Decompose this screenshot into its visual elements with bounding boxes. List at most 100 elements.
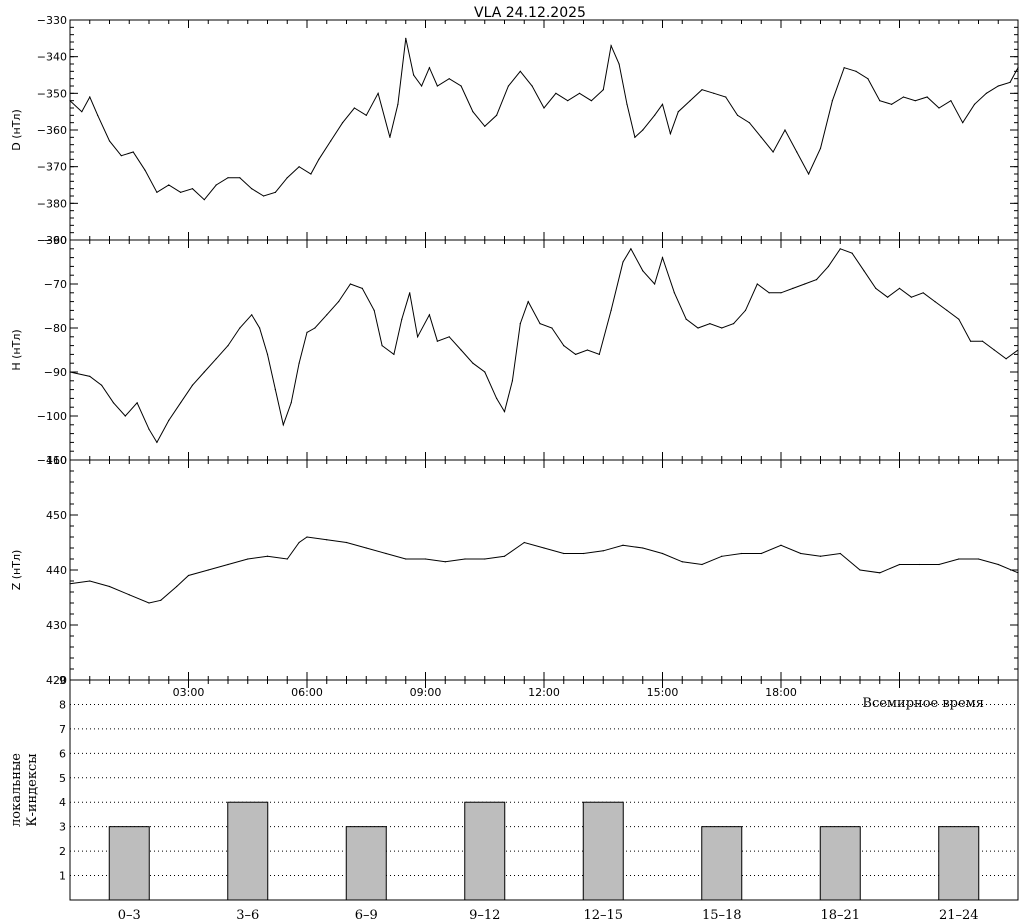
data-point-Z <box>503 555 506 557</box>
data-point-H <box>815 279 818 281</box>
data-point-H <box>112 402 115 404</box>
data-point-D <box>748 122 751 124</box>
data-point-D <box>472 111 474 113</box>
data-point-H <box>685 318 687 320</box>
data-point-D <box>642 129 644 131</box>
k-tick-label: 2 <box>59 845 66 858</box>
data-point-Z <box>938 563 940 566</box>
data-point-H <box>661 257 664 259</box>
y-tick-label: −390 <box>37 234 67 247</box>
series-line-H <box>69 247 1019 444</box>
data-point-H <box>180 402 182 404</box>
data-point-Z <box>721 555 723 557</box>
k-tick-label: 3 <box>59 821 66 834</box>
data-point-H <box>373 309 375 311</box>
k-category-label: 21–24 <box>939 908 979 921</box>
data-point-D <box>132 151 134 153</box>
k-category-label: 12–15 <box>583 908 623 921</box>
data-point-D <box>831 100 833 102</box>
data-point-H <box>598 353 600 355</box>
panel-D: −330 −340 −350 −360 −370 −380 −390 D (нТл) <box>10 14 1019 247</box>
time-tick-label: 18:00 <box>765 686 797 699</box>
panel-frame-4 <box>69 679 1019 901</box>
data-point-H <box>970 340 972 342</box>
k-index-bar <box>345 826 387 901</box>
data-point-D <box>262 195 265 197</box>
panels: −330 −340 −350 −360 −370 −380 −390 D (нТл) −60 −7… <box>9 14 1019 921</box>
data-point-H <box>156 441 158 443</box>
y-tick-label: −60 <box>44 234 67 247</box>
y-tick-label: −360 <box>37 124 67 137</box>
data-point-H <box>733 323 735 325</box>
data-point-D <box>784 129 786 131</box>
data-point-H <box>251 314 253 316</box>
data-point-Z <box>89 580 91 582</box>
data-point-D <box>397 103 399 105</box>
data-point-D <box>353 107 355 109</box>
data-point-H <box>610 309 612 311</box>
data-point-Z <box>543 547 545 549</box>
data-point-D <box>610 45 612 47</box>
data-point-D <box>156 191 158 193</box>
data-point-Z <box>681 561 683 563</box>
data-point-D <box>985 92 988 94</box>
data-point-Z <box>176 585 178 588</box>
data-point-Z <box>286 558 288 560</box>
data-point-D <box>555 92 557 94</box>
data-point-Z <box>800 552 802 555</box>
data-point-H <box>168 419 170 421</box>
data-point-H <box>401 318 403 320</box>
data-point-H <box>290 402 292 404</box>
panel-frames: 03:00 06:00 09:00 12:00 15:00 18:00 <box>69 19 1019 901</box>
data-point-H <box>642 270 644 272</box>
data-point-D <box>578 92 581 94</box>
y-tick-label: 460 <box>46 454 67 467</box>
data-point-H <box>101 384 103 386</box>
data-point-D <box>602 89 604 91</box>
y-tick-label: −380 <box>37 197 67 210</box>
panel-K: 1 2 3 4 5 6 7 8 9 локальные К-индексы 0–3 3–6 6–9 9–12… <box>9 674 1018 921</box>
data-point-H <box>282 424 284 426</box>
data-point-Z <box>160 599 162 601</box>
data-point-Z <box>187 574 190 577</box>
data-point-D <box>567 100 569 102</box>
data-point-Z <box>661 552 664 555</box>
data-point-H <box>266 353 269 355</box>
data-point-D <box>914 100 916 102</box>
k-index-bar <box>582 801 624 901</box>
data-point-H <box>136 402 138 404</box>
data-point-Z <box>879 572 881 574</box>
k-index-bar <box>819 826 861 901</box>
data-point-D <box>879 100 881 102</box>
data-point-H <box>654 283 656 285</box>
data-point-H <box>586 349 589 351</box>
data-point-H <box>259 327 261 329</box>
data-point-D <box>286 177 288 179</box>
data-point-D <box>405 37 407 39</box>
data-point-Z <box>385 552 387 555</box>
data-point-D <box>180 191 182 193</box>
data-point-D <box>1009 81 1011 83</box>
data-point-D <box>108 140 111 142</box>
y-tick-label: −110 <box>37 454 67 467</box>
data-point-D <box>89 96 91 98</box>
data-point-D <box>654 114 656 116</box>
data-point-D <box>855 70 857 72</box>
data-point-H <box>148 428 150 430</box>
data-point-D <box>448 78 450 80</box>
data-point-Z <box>701 563 703 566</box>
data-point-H <box>338 301 340 303</box>
data-point-H <box>721 327 723 329</box>
data-point-Z <box>859 569 861 571</box>
data-point-D <box>274 191 276 193</box>
data-point-H <box>203 371 205 373</box>
data-point-D <box>689 100 691 102</box>
y-tick-label: −90 <box>44 366 67 379</box>
data-point-H <box>709 323 711 325</box>
data-point-H <box>314 327 316 329</box>
time-tick-label: 12:00 <box>528 686 560 699</box>
y-tick-label: 440 <box>46 564 67 577</box>
data-point-D <box>677 111 679 113</box>
data-point-Z <box>444 561 446 563</box>
